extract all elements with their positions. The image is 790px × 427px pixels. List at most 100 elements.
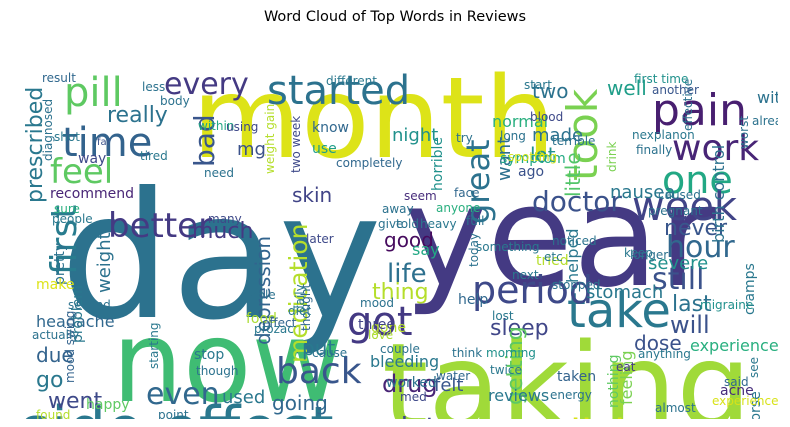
word-two-week: two week	[289, 116, 303, 173]
word-less: less	[142, 80, 165, 94]
word-couple: couple	[380, 342, 420, 356]
word-cause: cause	[312, 346, 347, 360]
word-much: much	[192, 219, 253, 244]
word-mg: mg	[237, 139, 266, 160]
word-etc: etc	[544, 250, 563, 264]
word-finally: finally	[636, 143, 672, 157]
word-next: next	[512, 268, 539, 282]
word-good: good	[384, 228, 434, 252]
word-almost: almost	[655, 401, 696, 415]
word-went: went	[48, 389, 102, 414]
word-worked: worked	[386, 375, 437, 391]
word-problem: problem	[70, 285, 86, 343]
word-different: different	[326, 74, 377, 88]
word-thought: thought	[299, 284, 313, 331]
word-going: going	[272, 391, 328, 415]
word-keep: keep	[624, 246, 653, 260]
word-far: far	[97, 137, 112, 148]
word-time: time	[62, 120, 152, 166]
word-body: body	[160, 94, 190, 108]
word-week: week	[632, 184, 738, 230]
word-gone: gone	[371, 320, 406, 336]
word-year: year	[404, 156, 717, 319]
word-sure: sure	[54, 202, 80, 216]
word-stopped: stopped	[552, 278, 601, 292]
word-told: told	[396, 217, 419, 231]
word-happy: happy	[86, 397, 130, 413]
word-put: put	[302, 336, 335, 360]
word-love: love	[368, 328, 393, 342]
word-tired: tired	[140, 149, 168, 163]
word-felt: felt	[434, 375, 463, 396]
word-another: another	[652, 83, 699, 97]
word-diet: diet	[288, 304, 311, 318]
word-seem: seem	[404, 189, 437, 203]
word-thing: thing	[372, 280, 429, 305]
word-better: better	[108, 206, 212, 246]
word-first-time: first time	[634, 72, 688, 86]
word-use: use	[312, 141, 337, 157]
word-taking: taking	[382, 317, 751, 419]
word-second: second	[68, 298, 111, 312]
word-diagnosed: diagnosed	[41, 99, 55, 161]
word-depression: depression	[251, 236, 275, 345]
word-two: two	[532, 79, 568, 103]
word-eat: eat	[616, 360, 636, 374]
word-anyone: anyone	[436, 201, 480, 215]
word-pain: pain	[652, 85, 747, 136]
word-point: point	[158, 408, 189, 419]
word-say: say	[412, 240, 440, 259]
word-face: face	[454, 186, 480, 200]
word-even: even	[146, 377, 220, 412]
word-need: need	[204, 166, 234, 180]
word-started: started	[267, 68, 410, 114]
word-mood-swing: mood swing	[63, 311, 77, 383]
word-horrible: horrible	[430, 137, 446, 191]
word-energy: energy	[550, 388, 592, 402]
word-period: period	[472, 268, 593, 312]
word-stop: stop	[194, 347, 224, 363]
word-lot: lot	[530, 143, 556, 167]
word-getting: getting	[503, 326, 528, 405]
word-able: able	[250, 288, 276, 302]
word-medicine: medicine	[492, 412, 675, 419]
word-will: will	[670, 311, 710, 339]
word-ago: ago	[518, 164, 544, 180]
word-worst: worst	[737, 116, 751, 149]
word-try: try	[456, 131, 473, 145]
word-symptom: symptom	[500, 151, 566, 167]
word-make: make	[36, 277, 74, 293]
word-weight-gain: weight gain	[263, 104, 277, 174]
word-already: already	[752, 114, 778, 128]
word-month: month	[192, 54, 556, 184]
word-night: night	[392, 125, 438, 146]
word-said: said	[724, 375, 749, 389]
word-daily: daily	[293, 284, 307, 313]
word-take: take	[567, 283, 671, 339]
word-used: used	[222, 387, 265, 408]
word-bad: bad	[188, 114, 221, 167]
word-taken: taken	[557, 369, 596, 385]
chart-title: Word Cloud of Top Words in Reviews	[263, 9, 527, 25]
word-recommend: recommend	[50, 186, 134, 202]
word-one: one	[662, 158, 733, 202]
word-still: still	[652, 262, 704, 297]
word-skin: skin	[292, 183, 332, 207]
word-dose: dose	[634, 331, 682, 355]
word-nausea: nausea	[610, 182, 675, 203]
word-now: now	[112, 298, 343, 419]
word-every: every	[164, 67, 249, 102]
word-without: without	[757, 88, 778, 107]
word-within: within	[198, 119, 234, 133]
word-away: away	[382, 202, 414, 216]
word-everything: everything	[676, 418, 741, 419]
word-food: food	[246, 311, 277, 327]
word-headache: headache	[36, 312, 115, 331]
word-know: know	[312, 120, 349, 136]
word-want: want	[494, 137, 515, 181]
word-back: back	[276, 351, 362, 392]
word-made: made	[532, 125, 583, 146]
word-caused: caused	[658, 188, 701, 202]
word-people: people	[52, 212, 93, 226]
word-shot: shot	[54, 130, 80, 144]
